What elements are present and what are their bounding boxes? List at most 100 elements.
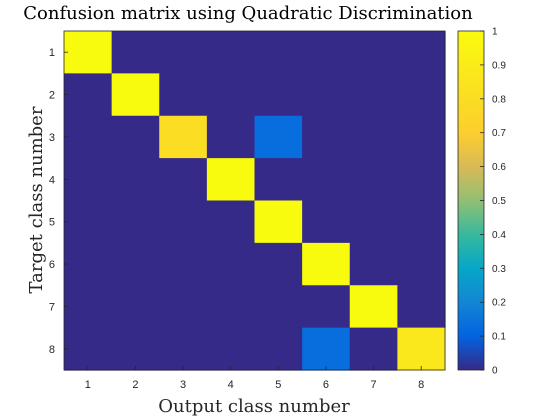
heatmap-cell xyxy=(349,200,398,244)
y-tick-label: 7 xyxy=(49,301,55,313)
colorbar xyxy=(457,30,485,371)
colorbar-tick-label: 0.9 xyxy=(492,60,506,71)
heatmap-cell xyxy=(159,158,208,202)
y-axis-label: Target class number xyxy=(26,106,47,293)
heatmap-cell xyxy=(397,158,446,202)
heatmap-cell xyxy=(206,285,256,329)
y-tick-label: 1 xyxy=(49,47,55,59)
heatmap-cell xyxy=(159,242,208,286)
heatmap-cell xyxy=(397,73,446,117)
heatmap-cell xyxy=(64,200,113,244)
y-tick-label: 2 xyxy=(49,90,55,102)
heatmap-cell xyxy=(111,31,160,74)
x-tick-label: 7 xyxy=(371,379,377,391)
heatmap-cell xyxy=(254,73,303,117)
colorbar-tick-label: 1 xyxy=(492,27,498,38)
x-tick-label: 2 xyxy=(132,379,138,391)
heatmap-cell xyxy=(64,285,113,329)
heatmap-cell xyxy=(254,200,303,244)
heatmap-cell xyxy=(254,158,303,202)
plot-frame xyxy=(63,30,446,371)
heatmap-cell xyxy=(159,31,208,74)
heatmap-cell xyxy=(64,73,113,117)
heatmap-cell xyxy=(254,285,303,329)
heatmap-cell xyxy=(206,73,256,117)
heatmap-cell xyxy=(111,115,160,159)
x-tick-label: 6 xyxy=(323,379,329,391)
heatmap-cell xyxy=(206,31,256,74)
colorbar-tick-label: 0.2 xyxy=(492,298,506,309)
y-tick-label: 6 xyxy=(49,259,55,271)
x-ticks: 1 2 3 4 5 6 7 8 xyxy=(85,366,424,391)
heatmap-cell xyxy=(302,158,351,202)
heatmap-cell xyxy=(206,115,256,159)
heatmap-cell xyxy=(349,285,398,329)
heatmap-cell xyxy=(64,31,113,74)
colorbar-tick-label: 0.1 xyxy=(492,332,506,343)
heatmap-cell xyxy=(302,327,351,371)
heatmap-cell xyxy=(397,327,446,371)
heatmap-cell xyxy=(64,158,113,202)
chart-title: Confusion matrix using Quadratic Discrim… xyxy=(23,3,473,24)
x-tick-label: 1 xyxy=(85,379,91,391)
x-tick-label: 8 xyxy=(418,379,424,391)
x-tick-label: 3 xyxy=(180,379,186,391)
heatmap-cell xyxy=(159,327,208,371)
heatmap-cell xyxy=(302,31,351,74)
colorbar-ticks: 0 0.1 0.2 0.3 0.4 0.5 0.6 0.7 0.8 0.9 1 xyxy=(480,27,506,377)
heatmap-cell xyxy=(349,115,398,159)
heatmap-cell xyxy=(349,31,398,74)
heatmap-cell xyxy=(397,31,446,74)
heatmap-cell xyxy=(302,115,351,159)
colorbar-tick-label: 0 xyxy=(492,366,498,377)
heatmap-cell xyxy=(64,115,113,159)
colorbar-tick-label: 0.3 xyxy=(492,264,506,275)
colorbar-tick-label: 0.6 xyxy=(492,162,506,173)
heatmap-cell xyxy=(111,242,160,286)
heatmap-cell xyxy=(206,242,256,286)
heatmap-cell xyxy=(254,115,303,159)
y-ticks: 1 2 3 4 5 6 7 8 xyxy=(49,47,68,356)
heatmap-cell xyxy=(206,200,256,244)
y-tick-label: 8 xyxy=(49,344,55,356)
heatmap-cell xyxy=(159,115,208,159)
heatmap-cell xyxy=(349,158,398,202)
colorbar-tick-label: 0.8 xyxy=(492,94,506,105)
heatmap-cell xyxy=(64,327,113,371)
heatmap-cell xyxy=(397,285,446,329)
heatmap-cell xyxy=(397,200,446,244)
y-tick-label: 3 xyxy=(49,132,55,144)
heatmap-cell xyxy=(349,73,398,117)
y-tick-label: 5 xyxy=(49,217,55,229)
heatmap-cell xyxy=(111,200,160,244)
heatmap-cell xyxy=(159,200,208,244)
heatmap-cell xyxy=(397,242,446,286)
heatmap-cell xyxy=(64,242,113,286)
x-tick-label: 4 xyxy=(228,379,234,391)
heatmap-cell xyxy=(159,285,208,329)
heatmap-cell xyxy=(159,73,208,117)
heatmap-cell xyxy=(111,327,160,371)
heatmap-cell xyxy=(397,115,446,159)
x-tick-label: 5 xyxy=(275,379,281,391)
heatmap-cell xyxy=(206,158,256,202)
heatmap-cell xyxy=(254,327,303,371)
heatmap-cell xyxy=(206,327,256,371)
heatmap-cell xyxy=(302,73,351,117)
heatmap-cell xyxy=(302,242,351,286)
colorbar-tick-label: 0.5 xyxy=(492,196,506,207)
heatmap-cell xyxy=(254,31,303,74)
colorbar-tick-label: 0.4 xyxy=(492,230,506,241)
heatmap-cell xyxy=(349,327,398,371)
heatmap-cell xyxy=(349,242,398,286)
colorbar-tick-label: 0.7 xyxy=(492,128,506,139)
heatmap-cells xyxy=(64,31,446,371)
heatmap-cell xyxy=(302,285,351,329)
heatmap-cell xyxy=(111,158,160,202)
heatmap-cell xyxy=(111,73,160,117)
heatmap-cell xyxy=(111,285,160,329)
heatmap-cell xyxy=(302,200,351,244)
x-axis-label: Output class number xyxy=(158,396,350,417)
y-tick-label: 4 xyxy=(49,174,55,186)
